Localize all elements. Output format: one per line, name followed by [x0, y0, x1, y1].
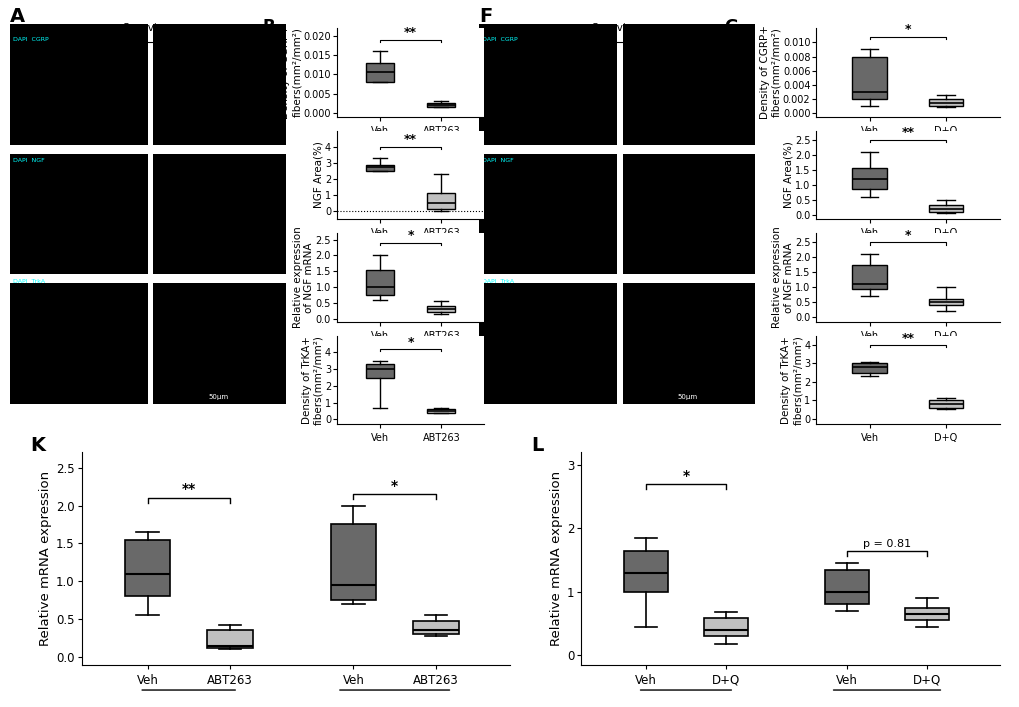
Text: **: **	[901, 332, 913, 344]
Text: Synovium: Synovium	[122, 23, 173, 33]
Text: H: H	[723, 120, 738, 138]
Bar	[479, 283, 616, 404]
Bar	[10, 283, 148, 404]
PathPatch shape	[852, 363, 886, 373]
Text: DAPI  TrkA: DAPI TrkA	[482, 279, 514, 284]
PathPatch shape	[928, 205, 962, 211]
PathPatch shape	[124, 539, 170, 597]
Text: **: **	[181, 482, 196, 496]
Text: **: **	[901, 127, 913, 139]
Y-axis label: Relative expression
of NGF mRNA: Relative expression of NGF mRNA	[771, 227, 793, 328]
Text: 50μm: 50μm	[677, 394, 697, 399]
PathPatch shape	[928, 400, 962, 408]
Text: J: J	[723, 325, 730, 343]
Bar	[153, 283, 290, 404]
PathPatch shape	[824, 570, 868, 604]
Y-axis label: Density of CGRP+
fibers(mm²/mm²): Density of CGRP+ fibers(mm²/mm²)	[759, 25, 781, 119]
PathPatch shape	[413, 621, 459, 634]
Text: DAPI  CGRP: DAPI CGRP	[13, 37, 49, 42]
Y-axis label: Density of TrKA+
fibers(mm²/mm²): Density of TrKA+ fibers(mm²/mm²)	[302, 335, 323, 425]
PathPatch shape	[623, 551, 667, 592]
Text: p = 0.81: p = 0.81	[862, 539, 910, 549]
Text: D: D	[262, 223, 276, 240]
PathPatch shape	[928, 99, 962, 106]
Text: A: A	[10, 7, 25, 26]
Text: *: *	[390, 479, 397, 493]
PathPatch shape	[427, 194, 454, 209]
Text: L: L	[531, 436, 543, 455]
Text: C: C	[262, 120, 275, 138]
Text: DAPI  NGF: DAPI NGF	[482, 158, 514, 163]
PathPatch shape	[427, 103, 454, 107]
Bar	[622, 283, 759, 404]
Text: DAPI  TrkA: DAPI TrkA	[13, 279, 45, 284]
PathPatch shape	[366, 63, 393, 82]
Text: *: *	[407, 229, 414, 243]
Text: *: *	[682, 469, 689, 483]
PathPatch shape	[928, 298, 962, 305]
PathPatch shape	[366, 364, 393, 378]
Text: B: B	[262, 18, 275, 35]
Text: **: **	[404, 134, 417, 146]
Text: 50μm: 50μm	[208, 394, 228, 399]
Text: I: I	[723, 223, 730, 240]
Text: ABT263: ABT263	[194, 29, 239, 39]
Y-axis label: Relative expression
of NGF mRNA: Relative expression of NGF mRNA	[292, 227, 314, 328]
PathPatch shape	[427, 409, 454, 412]
Text: *: *	[407, 336, 414, 349]
PathPatch shape	[366, 269, 393, 295]
Text: DAPI  CGRP: DAPI CGRP	[482, 37, 518, 42]
PathPatch shape	[427, 306, 454, 312]
Bar	[479, 24, 616, 145]
PathPatch shape	[207, 631, 253, 648]
Bar	[479, 153, 616, 274]
Text: Veh: Veh	[537, 29, 558, 39]
PathPatch shape	[852, 57, 886, 99]
Text: G: G	[723, 18, 737, 35]
Bar	[153, 24, 290, 145]
PathPatch shape	[330, 525, 376, 600]
Text: K: K	[31, 436, 45, 455]
PathPatch shape	[703, 619, 748, 636]
Y-axis label: Relative mRNA expression: Relative mRNA expression	[549, 471, 562, 646]
Text: Veh: Veh	[68, 29, 90, 39]
Text: DAPI  NGF: DAPI NGF	[13, 158, 45, 163]
Bar	[10, 153, 148, 274]
Text: D+Q: D+Q	[673, 29, 698, 39]
PathPatch shape	[904, 607, 949, 620]
Text: *: *	[904, 23, 910, 36]
PathPatch shape	[852, 168, 886, 189]
Bar	[153, 153, 290, 274]
Y-axis label: Density of CGRP+
fibers(mm²/mm²): Density of CGRP+ fibers(mm²/mm²)	[280, 25, 302, 119]
Text: F: F	[479, 7, 492, 26]
Y-axis label: NGF Area(%): NGF Area(%)	[783, 141, 793, 209]
Text: **: **	[404, 26, 417, 40]
Bar	[622, 24, 759, 145]
Y-axis label: Relative mRNA expression: Relative mRNA expression	[39, 471, 52, 646]
Y-axis label: Density of TrKA+
fibers(mm²/mm²): Density of TrKA+ fibers(mm²/mm²)	[781, 335, 802, 425]
Bar	[622, 153, 759, 274]
Text: Synovium: Synovium	[591, 23, 642, 33]
PathPatch shape	[852, 264, 886, 288]
Y-axis label: NGF Area(%): NGF Area(%)	[313, 141, 323, 209]
Text: E: E	[262, 325, 274, 343]
Text: *: *	[904, 229, 910, 242]
PathPatch shape	[366, 165, 393, 171]
Bar	[10, 24, 148, 145]
